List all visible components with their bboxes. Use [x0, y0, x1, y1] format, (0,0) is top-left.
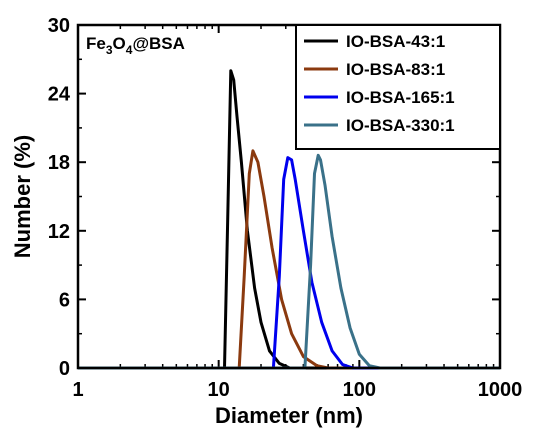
series-line-2 — [78, 149, 500, 370]
y-tick-label: 18 — [48, 152, 70, 174]
legend: IO-BSA-43:1 IO-BSA-83:1 IO-BSA-165:1 IO-BSA… — [295, 24, 501, 150]
y-tick-label: 30 — [48, 15, 70, 37]
y-tick-label: 12 — [48, 221, 70, 243]
y-tick-label: 0 — [59, 358, 70, 380]
y-axis-title: Number (%) — [10, 135, 35, 258]
axis-ticks: 1 10 100 1000 0 6 12 18 24 30 — [48, 15, 523, 401]
series-line-3 — [78, 156, 500, 370]
legend-label-3: IO-BSA-165:1 — [346, 88, 455, 107]
x-tick-label: 1 — [72, 379, 83, 401]
sample-annotation: Fe3O4@BSA — [86, 34, 185, 57]
x-tick-label: 10 — [208, 379, 230, 401]
x-tick-label: 1000 — [478, 379, 523, 401]
legend-box — [295, 24, 501, 150]
y-tick-label: 6 — [59, 289, 70, 311]
x-axis-title: Diameter (nm) — [215, 403, 363, 428]
series-line-4 — [78, 153, 500, 370]
y-tick-label: 24 — [48, 84, 71, 106]
plot-frame — [76, 23, 502, 370]
x-tick-label: 100 — [343, 379, 376, 401]
series-line-1 — [78, 69, 500, 370]
legend-label-1: IO-BSA-43:1 — [346, 32, 445, 51]
legend-label-2: IO-BSA-83:1 — [346, 60, 445, 79]
series-lines — [78, 69, 500, 370]
legend-label-4: IO-BSA-330:1 — [346, 116, 455, 135]
